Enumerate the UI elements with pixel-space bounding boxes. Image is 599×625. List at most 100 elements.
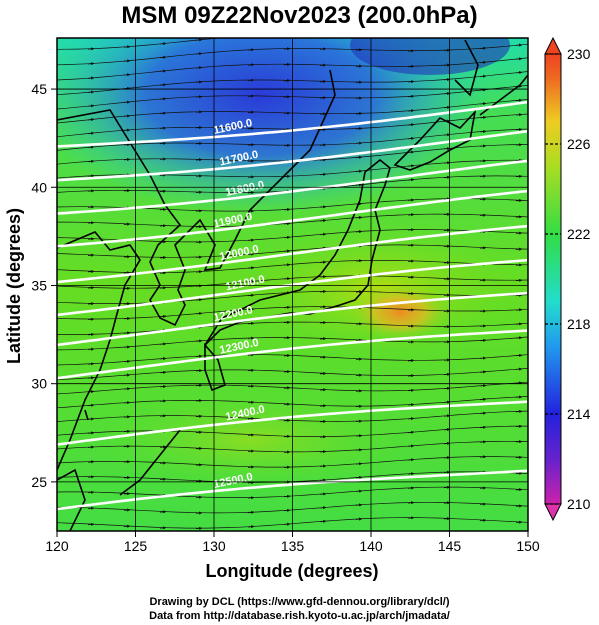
streamline xyxy=(216,275,378,285)
wind-arrow xyxy=(479,159,487,163)
x-tick-label: 150 xyxy=(516,538,540,554)
wind-arrow xyxy=(159,224,167,228)
wind-arrow xyxy=(515,440,523,444)
wind-arrow xyxy=(479,518,487,523)
wind-arrow xyxy=(319,435,327,439)
y-axis-label: Latitude (degrees) xyxy=(4,208,24,364)
wind-arrow xyxy=(196,543,202,544)
colorbar-tick-label: 218 xyxy=(567,316,591,332)
wind-arrow xyxy=(443,358,451,362)
wind-arrow xyxy=(123,45,131,49)
wind-arrow xyxy=(283,277,291,281)
x-tick-label: 145 xyxy=(438,538,462,554)
wind-arrow xyxy=(515,308,523,312)
wind-arrow xyxy=(159,342,167,346)
streamline xyxy=(57,354,218,366)
wind-arrow xyxy=(283,47,291,51)
wind-arrow xyxy=(195,158,203,162)
wind-arrow xyxy=(247,353,255,357)
wind-arrow xyxy=(123,286,131,291)
streamline xyxy=(376,144,528,156)
wind-arrow xyxy=(407,275,415,279)
streamline xyxy=(376,128,528,143)
credit-data: Data from http://database.rish.kyoto-u.a… xyxy=(149,610,450,622)
x-axis-ticks: 120 125 130 135 140 145 150 xyxy=(45,531,540,554)
wind-arrow xyxy=(355,230,363,234)
wind-arrow xyxy=(283,235,291,240)
wind-arrow xyxy=(515,424,523,428)
wind-arrow xyxy=(355,503,363,507)
wind-arrow xyxy=(247,126,255,131)
wind-arrow xyxy=(407,259,415,263)
colorbar-gradient xyxy=(544,53,562,505)
wind-arrow xyxy=(515,409,523,414)
wind-arrow xyxy=(247,449,255,453)
wind-arrow xyxy=(283,402,291,406)
wind-arrow xyxy=(407,292,415,296)
wind-arrow xyxy=(319,232,327,236)
wind-arrow xyxy=(123,100,131,104)
wind-arrow xyxy=(159,83,167,87)
wind-arrow xyxy=(283,127,291,132)
wind-arrow xyxy=(87,317,95,321)
wind-arrow xyxy=(195,174,203,178)
wind-arrow xyxy=(515,353,523,358)
wind-arrow xyxy=(319,305,327,309)
wind-arrow xyxy=(407,359,415,363)
wind-arrow xyxy=(407,417,415,421)
wind-arrow xyxy=(319,506,327,510)
streamline xyxy=(216,448,378,453)
wind-arrow xyxy=(355,357,363,361)
wind-arrow xyxy=(355,155,363,159)
wind-arrow xyxy=(87,62,95,66)
wind-arrow xyxy=(479,197,487,201)
wind-arrow xyxy=(355,448,363,452)
wind-arrow xyxy=(283,249,291,253)
streamline xyxy=(377,260,528,266)
streamline xyxy=(376,456,528,463)
wind-arrow xyxy=(515,43,523,47)
streamline xyxy=(216,517,378,529)
wind-arrow xyxy=(356,33,362,34)
wind-arrow xyxy=(159,526,167,530)
wind-arrow xyxy=(159,157,167,161)
y-tick-label: 30 xyxy=(31,376,47,392)
wind-arrow xyxy=(87,302,95,306)
wind-arrow xyxy=(123,524,131,528)
wind-arrow xyxy=(159,173,167,177)
wind-arrow xyxy=(87,131,95,135)
wind-arrow xyxy=(319,388,327,392)
wind-arrow xyxy=(515,381,523,385)
map-title: MSM 09Z22Nov2023 (200.0hPa) xyxy=(121,2,478,29)
wind-arrow xyxy=(443,293,451,297)
wind-arrow xyxy=(407,472,415,476)
wind-arrow xyxy=(443,277,451,281)
wind-arrow xyxy=(247,417,255,421)
wind-arrow xyxy=(195,383,203,388)
wind-arrow xyxy=(123,476,131,480)
wind-arrow xyxy=(123,189,131,193)
wind-arrow xyxy=(355,183,363,187)
wind-arrow xyxy=(247,110,255,114)
y-axis-ticks: 25 30 35 40 45 xyxy=(31,81,57,490)
wind-arrow xyxy=(515,263,523,267)
wind-arrow xyxy=(319,355,327,359)
streamline xyxy=(376,213,528,218)
wind-arrow xyxy=(283,143,291,148)
wind-arrow xyxy=(87,159,95,163)
wind-arrow xyxy=(248,35,254,36)
wind-arrow xyxy=(407,109,415,113)
wind-arrow xyxy=(87,506,95,510)
streamline xyxy=(376,486,528,491)
wind-arrow xyxy=(443,456,451,460)
wind-arrow xyxy=(443,501,451,505)
wind-arrow xyxy=(443,63,451,67)
wind-arrow xyxy=(443,485,451,489)
wind-arrow xyxy=(195,311,203,316)
wind-arrow xyxy=(247,94,255,98)
wind-arrow xyxy=(515,471,523,476)
wind-arrow xyxy=(479,102,487,106)
wind-arrow xyxy=(123,73,131,77)
wind-arrow xyxy=(247,510,255,515)
wind-arrow xyxy=(247,496,255,500)
